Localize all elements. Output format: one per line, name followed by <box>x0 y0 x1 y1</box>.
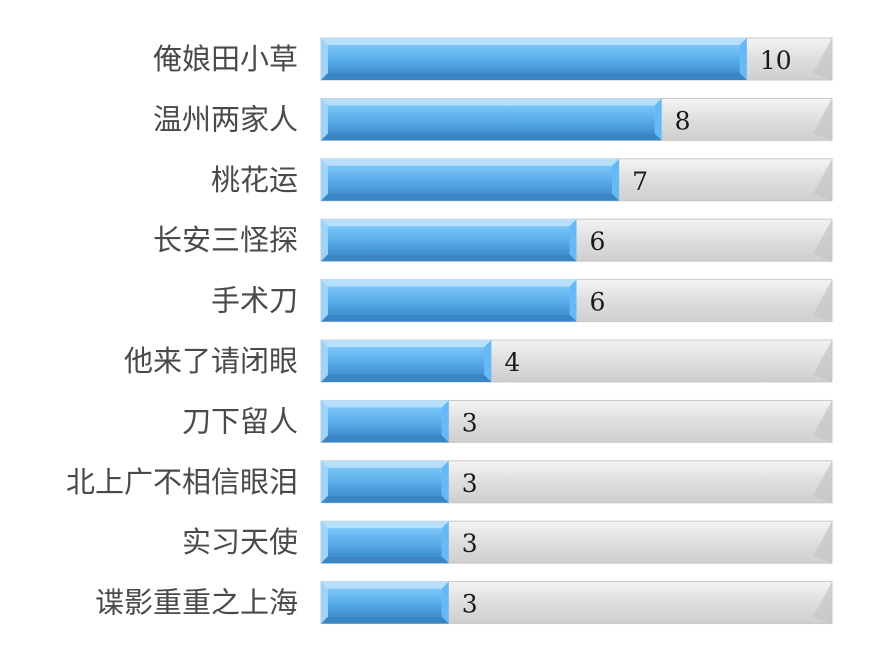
bar-track-bevel <box>813 581 832 624</box>
bar-side-bevel <box>441 521 449 564</box>
bar-bottom-bevel <box>321 435 449 443</box>
bar-side-bevel <box>569 219 577 262</box>
value-label: 6 <box>590 288 606 317</box>
category-label: 手术刀 <box>211 284 298 318</box>
bar-side-bevel <box>612 158 620 201</box>
bar-row: 他来了请闭眼 4 <box>124 339 833 383</box>
bar-top-bevel <box>321 340 492 347</box>
bar-row: 桃花运 7 <box>211 158 833 202</box>
value-label: 4 <box>504 348 520 377</box>
bar-bottom-bevel <box>321 556 449 564</box>
bar-side-bevel <box>484 340 492 382</box>
bar-top-bevel <box>321 279 577 287</box>
bar-track-bevel <box>813 400 832 443</box>
bar-face <box>328 467 442 496</box>
category-label: 长安三怪探 <box>153 223 298 257</box>
bar-side-bevel <box>441 460 449 503</box>
bar-top-bevel <box>321 98 662 106</box>
bar-side-bevel <box>569 279 577 322</box>
bar-bottom-bevel <box>321 495 449 503</box>
bar-top-bevel <box>321 219 577 227</box>
category-label: 实习天使 <box>182 525 298 559</box>
category-label: 他来了请闭眼 <box>124 344 298 378</box>
bar-face <box>328 528 442 557</box>
bar-row: 手术刀 6 <box>211 279 833 323</box>
category-label: 温州两家人 <box>153 102 298 136</box>
bar-face <box>328 45 740 73</box>
bar-row: 俺娘田小草 10 <box>153 37 833 81</box>
bar-track-bevel <box>813 219 832 262</box>
bar-face <box>328 588 442 617</box>
category-label: 刀下留人 <box>182 404 298 438</box>
bar-face <box>328 165 613 194</box>
value-label: 8 <box>675 106 691 135</box>
bar-row: 温州两家人 8 <box>153 97 833 141</box>
bar-row: 谍影重重之上海 3 <box>95 581 833 625</box>
bar-row: 长安三怪探 6 <box>153 218 833 262</box>
category-label: 俺娘田小草 <box>153 42 298 76</box>
value-label: 3 <box>462 590 478 619</box>
bar-track-bevel <box>813 340 832 382</box>
value-label: 3 <box>462 529 478 558</box>
bar-track-bevel <box>813 158 832 201</box>
bar-bottom-bevel <box>321 73 747 80</box>
bar-top-bevel <box>321 460 449 468</box>
bar-bottom-bevel <box>321 616 449 624</box>
bar-face <box>328 286 570 315</box>
bar-row: 实习天使 3 <box>182 520 833 564</box>
value-label: 3 <box>462 408 478 437</box>
bar-top-bevel <box>321 400 449 408</box>
value-label: 7 <box>632 167 648 196</box>
bar-top-bevel <box>321 521 449 529</box>
bar-face <box>328 347 485 375</box>
bar-face <box>328 407 442 436</box>
bar-side-bevel <box>654 98 662 141</box>
bar-track-bevel <box>813 98 832 141</box>
bar-bottom-bevel <box>321 314 577 322</box>
bar-face <box>328 105 655 134</box>
value-label: 10 <box>760 46 792 75</box>
bar-top-bevel <box>321 581 449 589</box>
bar-bottom-bevel <box>321 375 492 382</box>
bar-track-bevel <box>813 38 832 80</box>
bar-bottom-bevel <box>321 254 577 262</box>
value-label: 3 <box>462 469 478 498</box>
bar-side-bevel <box>441 400 449 443</box>
bar-side-bevel <box>441 581 449 624</box>
bar-side-bevel <box>739 38 747 80</box>
bar-track-bevel <box>813 279 832 322</box>
bar-row: 北上广不相信眼泪 3 <box>66 460 833 504</box>
category-label: 北上广不相信眼泪 <box>66 465 298 499</box>
bar-top-bevel <box>321 38 747 45</box>
category-label: 谍影重重之上海 <box>95 586 298 620</box>
bar-bottom-bevel <box>321 193 620 201</box>
bar-track-bevel <box>813 460 832 503</box>
value-label: 6 <box>590 227 606 256</box>
bar-track-bevel <box>813 521 832 564</box>
bar-row: 刀下留人 3 <box>182 399 833 443</box>
bar-face <box>328 226 570 255</box>
bar-bottom-bevel <box>321 133 662 141</box>
category-label: 桃花运 <box>211 163 298 197</box>
bar-top-bevel <box>321 158 620 166</box>
